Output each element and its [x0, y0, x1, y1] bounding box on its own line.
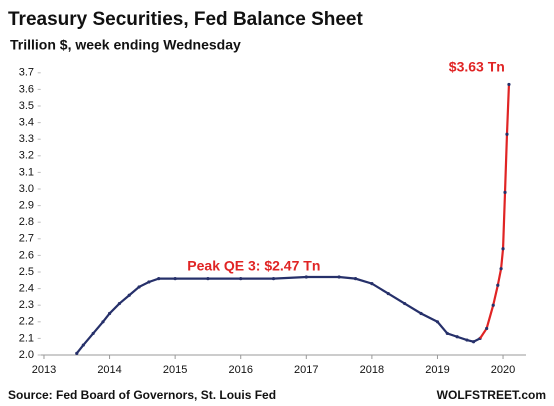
point: [501, 247, 505, 251]
line: [75, 275, 481, 355]
point: [91, 331, 95, 336]
y-tick-label: 3.2: [19, 150, 34, 162]
chart-title: Treasury Securities, Fed Balance Sheet: [8, 9, 364, 30]
line: [485, 84, 511, 329]
point: [370, 282, 374, 286]
point: [485, 326, 489, 331]
x-tick-label: 2016: [228, 364, 252, 376]
y-tick-label: 2.6: [19, 249, 34, 261]
y-tick-label: 3.0: [19, 183, 34, 195]
annotation: Peak QE 3: $2.47 Tn: [187, 258, 320, 274]
point: [157, 277, 161, 281]
point: [101, 320, 105, 324]
point: [147, 280, 151, 284]
x-tick-label: 2015: [163, 364, 187, 376]
x-tick-label: 2019: [425, 364, 449, 376]
line-connector: [479, 327, 488, 340]
y-tick-label: 2.7: [19, 233, 34, 245]
point: [503, 190, 507, 194]
x-tick-label: 2017: [294, 364, 318, 376]
point: [403, 301, 407, 306]
point: [271, 277, 276, 281]
point: [496, 283, 500, 287]
point: [419, 311, 423, 316]
point: [127, 293, 131, 297]
point: [81, 343, 85, 347]
x-tick-label: 2013: [32, 364, 56, 376]
point: [239, 277, 243, 281]
y-tick-label: 2.3: [19, 299, 34, 311]
y-tick-label: 3.5: [19, 100, 34, 112]
point: [507, 82, 511, 87]
y-tick-label: 2.8: [19, 216, 34, 228]
point: [206, 277, 210, 281]
point: [337, 275, 341, 279]
point: [455, 335, 459, 339]
point: [491, 303, 495, 307]
y-tick-label: 2.2: [19, 316, 34, 328]
point: [137, 285, 141, 289]
source: Source: Fed Board of Governors, St. Loui…: [8, 388, 276, 402]
y-tick-label: 3.7: [19, 67, 34, 79]
y-tick-label: 2.9: [19, 200, 34, 212]
point: [75, 351, 79, 355]
y-tick-label: 3.1: [19, 166, 34, 178]
point: [505, 132, 509, 136]
y-tick-label: 2.5: [19, 266, 34, 278]
point: [304, 275, 308, 279]
y-tick-label: 2.1: [19, 332, 34, 344]
point: [465, 338, 469, 342]
brand: WOLFSTREET.com: [437, 388, 546, 402]
point: [445, 331, 449, 336]
y-tick-label: 3.6: [19, 83, 34, 95]
point: [353, 277, 358, 281]
y-tick-label: 3.4: [19, 117, 34, 129]
x-tick-label: 2014: [97, 364, 121, 376]
point: [173, 277, 177, 281]
chart-subtitle: Trillion $, week ending Wednesday: [10, 37, 241, 53]
point: [499, 267, 503, 271]
x-tick-label: 2020: [491, 364, 515, 376]
x-tick-label: 2018: [360, 364, 384, 376]
point: [471, 340, 476, 344]
annotation: $3.63 Tn: [449, 59, 505, 75]
point: [386, 291, 390, 296]
y-tick-label: 2.4: [19, 283, 34, 295]
y-tick-label: 3.3: [19, 133, 34, 145]
point: [117, 301, 121, 306]
point: [435, 320, 440, 324]
point: [107, 311, 112, 316]
y-tick-label: 2.0: [19, 349, 34, 361]
